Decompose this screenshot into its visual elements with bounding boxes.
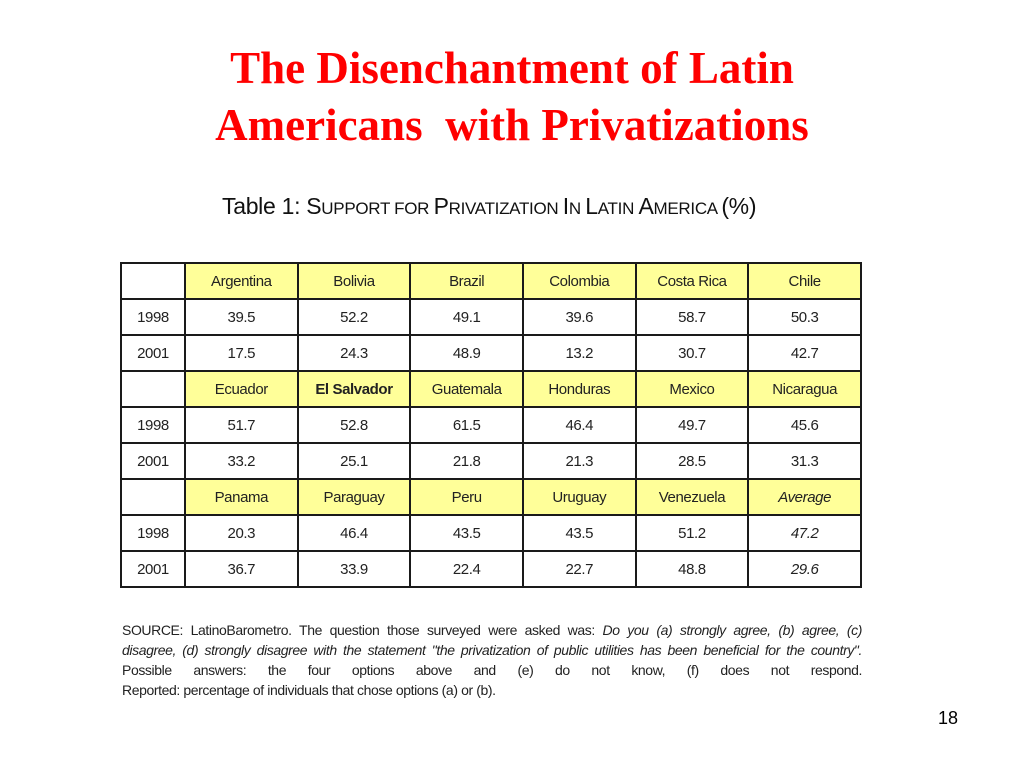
- caption-letter: P: [433, 193, 449, 219]
- year-cell: 2001: [120, 550, 186, 588]
- country-header-cell: Guatemala: [409, 370, 524, 408]
- value-cell: 25.1: [296, 442, 412, 480]
- country-header-cell: Argentina: [184, 262, 299, 300]
- header-corner-cell: [120, 478, 186, 516]
- source-text: SOURCE: LatinoBarometro. The question th…: [122, 622, 603, 638]
- value-cell: 52.8: [296, 406, 412, 444]
- value-cell: 21.8: [409, 442, 524, 480]
- year-cell: 1998: [120, 406, 186, 444]
- value-cell: 39.5: [184, 298, 299, 336]
- source-line-4: Reported: percentage of individuals that…: [122, 682, 496, 698]
- slide-title-line-1: The Disenchantment of Latin: [230, 43, 794, 93]
- year-cell: 2001: [120, 334, 186, 372]
- table-row: 2001 33.2 25.1 21.8 21.3 28.5 31.3: [120, 442, 862, 480]
- table-caption: Table 1: SUPPORT FOR PRIVATIZATION IN LA…: [222, 193, 757, 220]
- source-line-2: disagree, (d) strongly disagree with the…: [122, 640, 862, 660]
- country-header-cell: Brazil: [409, 262, 524, 300]
- country-header-cell: Peru: [409, 478, 524, 516]
- country-header-row: Argentina Bolivia Brazil Colombia Costa …: [120, 262, 862, 300]
- average-value-cell: 47.2: [747, 514, 862, 552]
- slide-title: The Disenchantment of Latin Americans wi…: [0, 40, 1024, 154]
- caption-word: UPPORT: [321, 199, 395, 218]
- country-header-cell: Chile: [747, 262, 862, 300]
- value-cell: 43.5: [521, 514, 637, 552]
- value-cell: 46.4: [296, 514, 412, 552]
- value-cell: 22.7: [521, 550, 637, 588]
- country-header-cell: Ecuador: [184, 370, 299, 408]
- table-row: 1998 20.3 46.4 43.5 43.5 51.2 47.2: [120, 514, 862, 552]
- caption-word: RIVATIZATION: [448, 199, 563, 218]
- value-cell: 50.3: [747, 298, 862, 336]
- value-cell: 39.6: [521, 298, 637, 336]
- page-number: 18: [938, 708, 959, 728]
- header-corner-cell: [120, 370, 186, 408]
- year-cell: 1998: [120, 298, 186, 336]
- year-cell: 1998: [120, 514, 186, 552]
- value-cell: 58.7: [634, 298, 750, 336]
- caption-label: Table 1:: [222, 193, 307, 219]
- average-value-cell: 29.6: [747, 550, 862, 588]
- value-cell: 33.9: [296, 550, 412, 588]
- source-question: Do you (a) strongly agree, (b) agree, (c…: [602, 622, 863, 638]
- value-cell: 21.3: [521, 442, 637, 480]
- country-header-cell: Nicaragua: [747, 370, 862, 408]
- value-cell: 31.3: [747, 442, 862, 480]
- country-header-cell: Costa Rica: [634, 262, 750, 300]
- privatization-support-table: Argentina Bolivia Brazil Colombia Costa …: [120, 262, 862, 588]
- value-cell: 36.7: [184, 550, 299, 588]
- caption-word: FOR: [394, 199, 434, 218]
- caption-word: MERICA: [653, 199, 722, 218]
- value-cell: 46.4: [521, 406, 637, 444]
- source-question-cont: disagree, (d) strongly disagree with the…: [122, 642, 862, 658]
- country-header-cell: Uruguay: [521, 478, 637, 516]
- value-cell: 42.7: [747, 334, 862, 372]
- country-header-cell: Mexico: [634, 370, 750, 408]
- country-header-cell: Venezuela: [634, 478, 750, 516]
- slide-title-line-2: Americans with Privatizations: [215, 100, 809, 150]
- country-header-cell: Bolivia: [296, 262, 412, 300]
- value-cell: 51.2: [634, 514, 750, 552]
- caption-letter: S: [306, 193, 322, 219]
- value-cell: 51.7: [184, 406, 299, 444]
- country-header-row: Panama Paraguay Peru Uruguay Venezuela A…: [120, 478, 862, 516]
- value-cell: 49.1: [409, 298, 524, 336]
- country-header-cell: Colombia: [521, 262, 637, 300]
- value-cell: 45.6: [747, 406, 862, 444]
- caption-letter: L: [585, 193, 598, 219]
- value-cell: 24.3: [296, 334, 412, 372]
- year-cell: 2001: [120, 442, 186, 480]
- caption-tail: (%): [721, 193, 757, 219]
- value-cell: 49.7: [634, 406, 750, 444]
- country-header-cell: Paraguay: [296, 478, 412, 516]
- value-cell: 43.5: [409, 514, 524, 552]
- table-row: 2001 17.5 24.3 48.9 13.2 30.7 42.7: [120, 334, 862, 372]
- caption-letter: I: [562, 193, 569, 219]
- value-cell: 22.4: [409, 550, 524, 588]
- source-line-3: Possible answers: the four options above…: [122, 662, 862, 678]
- country-header-cell: Panama: [184, 478, 299, 516]
- table-row: 1998 39.5 52.2 49.1 39.6 58.7 50.3: [120, 298, 862, 336]
- value-cell: 33.2: [184, 442, 299, 480]
- value-cell: 48.8: [634, 550, 750, 588]
- value-cell: 30.7: [634, 334, 750, 372]
- value-cell: 20.3: [184, 514, 299, 552]
- value-cell: 13.2: [521, 334, 637, 372]
- value-cell: 48.9: [409, 334, 524, 372]
- table-row: 2001 36.7 33.9 22.4 22.7 48.8 29.6: [120, 550, 862, 588]
- header-corner-cell: [120, 262, 186, 300]
- caption-letter: A: [638, 193, 654, 219]
- value-cell: 28.5: [634, 442, 750, 480]
- caption-word: ATIN: [597, 199, 639, 218]
- source-note: SOURCE: LatinoBarometro. The question th…: [122, 620, 862, 700]
- caption-word: N: [568, 199, 586, 218]
- source-line-1: SOURCE: LatinoBarometro. The question th…: [122, 620, 862, 640]
- value-cell: 61.5: [409, 406, 524, 444]
- table-row: 1998 51.7 52.8 61.5 46.4 49.7 45.6: [120, 406, 862, 444]
- value-cell: 17.5: [184, 334, 299, 372]
- country-header-cell: El Salvador: [296, 370, 412, 408]
- value-cell: 52.2: [296, 298, 412, 336]
- country-header-row: Ecuador El Salvador Guatemala Honduras M…: [120, 370, 862, 408]
- country-header-cell: Honduras: [521, 370, 637, 408]
- average-header-cell: Average: [747, 478, 862, 516]
